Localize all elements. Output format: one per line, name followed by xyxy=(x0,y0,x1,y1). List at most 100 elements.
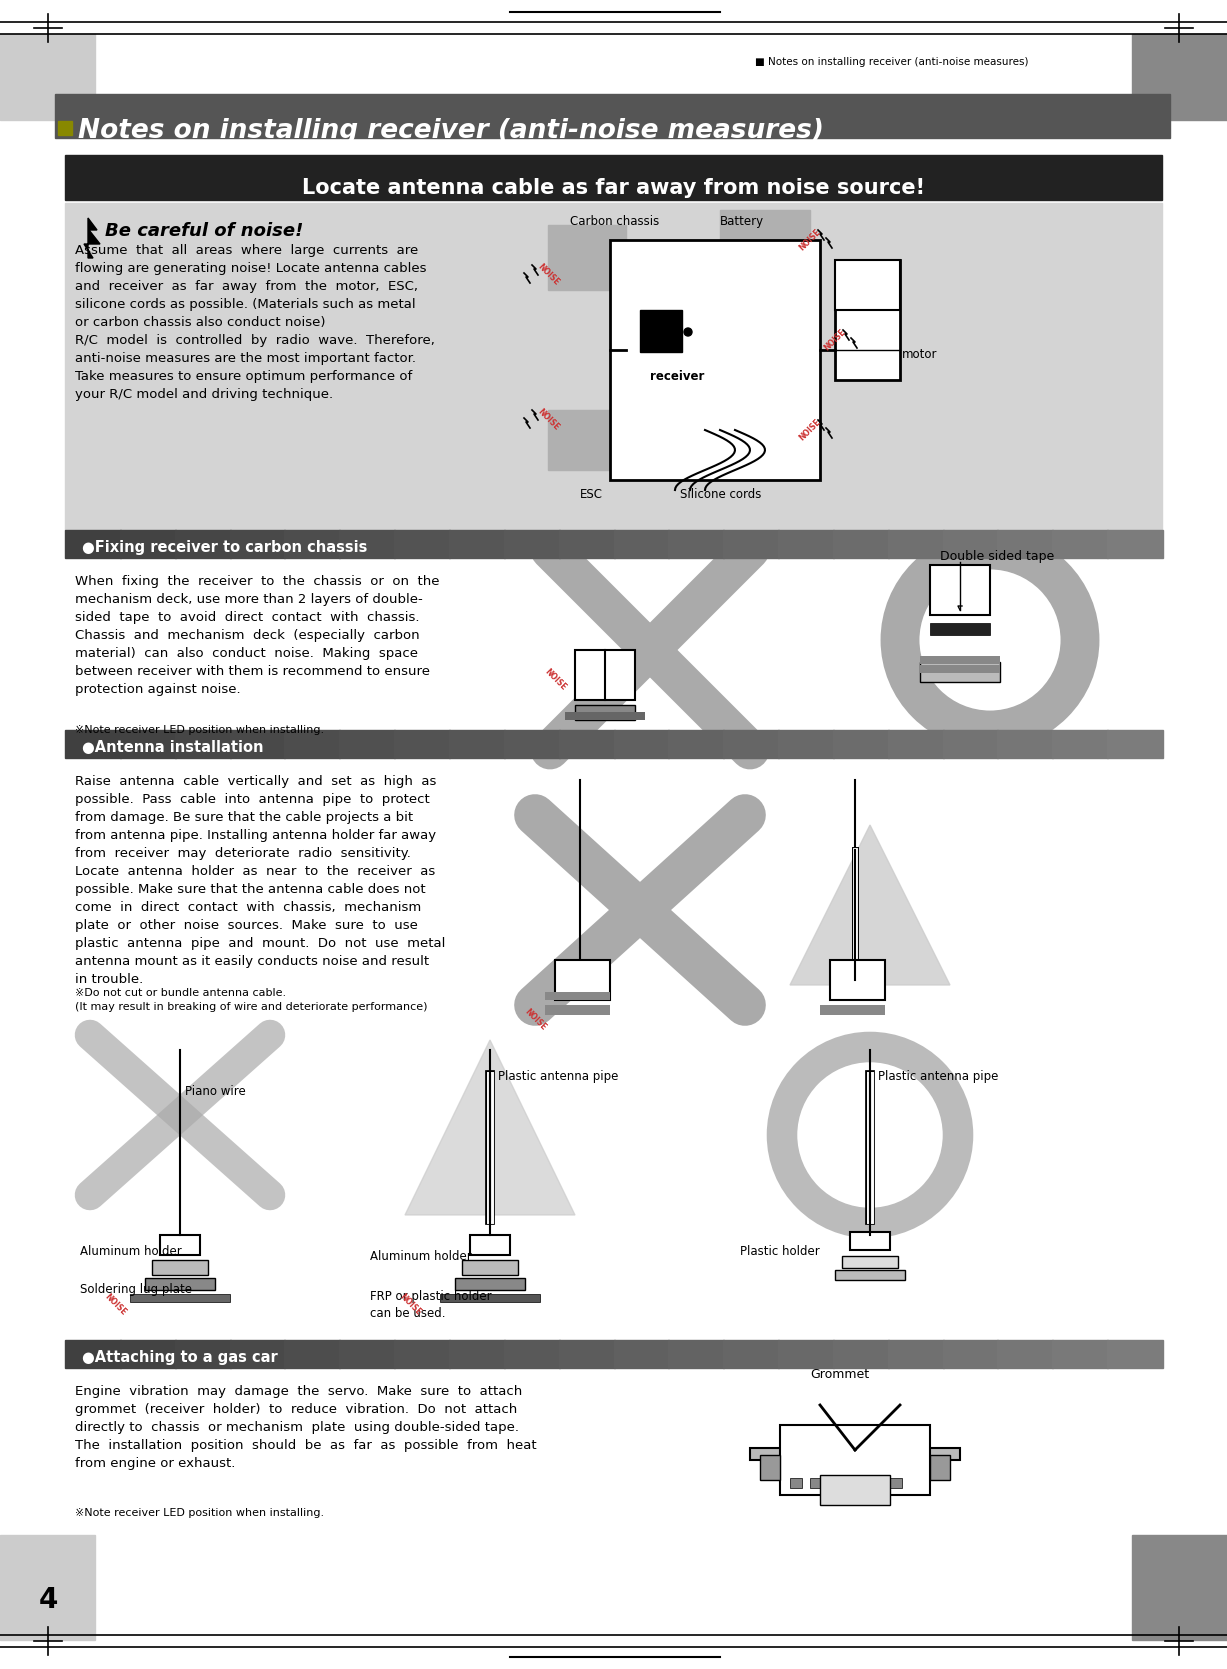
Bar xyxy=(778,729,834,758)
Bar xyxy=(833,1340,888,1369)
Text: Plastic antenna pipe: Plastic antenna pipe xyxy=(879,1070,999,1083)
Bar xyxy=(394,729,450,758)
Bar xyxy=(575,704,636,719)
Bar xyxy=(65,1340,120,1369)
Bar xyxy=(920,663,1000,683)
Bar xyxy=(558,531,615,557)
Bar xyxy=(120,1340,175,1369)
Circle shape xyxy=(805,1519,815,1529)
Text: NOISE: NOISE xyxy=(398,1292,422,1317)
Bar xyxy=(842,1257,898,1268)
Bar xyxy=(174,1340,231,1369)
Bar xyxy=(723,729,779,758)
Bar xyxy=(1133,33,1227,120)
Bar xyxy=(575,649,636,699)
Text: NOISE: NOISE xyxy=(535,407,561,432)
Text: Battery: Battery xyxy=(720,215,764,229)
Bar xyxy=(1053,531,1108,557)
Bar xyxy=(998,1340,1053,1369)
Text: Plastic antenna pipe: Plastic antenna pipe xyxy=(498,1070,618,1083)
Bar xyxy=(780,1425,930,1495)
Bar xyxy=(778,1340,834,1369)
Bar xyxy=(229,531,286,557)
Bar xyxy=(942,531,999,557)
Text: ※Do not cut or bundle antenna cable.: ※Do not cut or bundle antenna cable. xyxy=(75,988,286,998)
Bar xyxy=(640,310,682,352)
Bar xyxy=(558,1340,615,1369)
Text: NOISE: NOISE xyxy=(798,417,822,442)
Bar xyxy=(723,531,779,557)
Text: NOISE: NOISE xyxy=(798,227,822,252)
Bar xyxy=(820,1475,890,1505)
Bar xyxy=(394,531,450,557)
Text: ●Antenna installation: ●Antenna installation xyxy=(82,739,264,754)
Text: Aluminum holder: Aluminum holder xyxy=(371,1250,471,1263)
Text: When  fixing  the  receiver  to  the  chassis  or  on  the
mechanism deck, use m: When fixing the receiver to the chassis … xyxy=(75,576,439,696)
Bar xyxy=(614,1340,670,1369)
Text: NOISE: NOISE xyxy=(523,1008,547,1033)
Bar xyxy=(130,1293,229,1302)
Polygon shape xyxy=(790,824,950,985)
Bar xyxy=(65,729,120,758)
Bar xyxy=(174,531,231,557)
Bar xyxy=(564,713,645,719)
Bar xyxy=(58,120,72,135)
Bar xyxy=(810,1479,822,1489)
Bar xyxy=(836,260,899,310)
Bar xyxy=(152,1260,209,1275)
Text: Be careful of noise!: Be careful of noise! xyxy=(106,222,303,240)
Text: ●Fixing receiver to carbon chassis: ●Fixing receiver to carbon chassis xyxy=(82,541,367,556)
Bar xyxy=(339,531,395,557)
Text: motor: motor xyxy=(902,349,937,362)
Bar xyxy=(440,1293,540,1302)
Bar xyxy=(120,531,175,557)
Text: Raise  antenna  cable  vertically  and  set  as  high  as
possible.  Pass  cable: Raise antenna cable vertically and set a… xyxy=(75,774,445,986)
Bar xyxy=(850,1479,863,1489)
Bar xyxy=(394,1340,450,1369)
Text: NOISE: NOISE xyxy=(535,262,561,287)
Bar xyxy=(723,1340,779,1369)
Text: Piano wire: Piano wire xyxy=(185,1085,245,1098)
Bar xyxy=(229,1340,286,1369)
Bar xyxy=(160,1235,200,1255)
Bar xyxy=(545,991,610,1000)
Bar xyxy=(449,1340,504,1369)
Bar xyxy=(930,566,990,614)
Bar xyxy=(920,664,1000,673)
Bar xyxy=(614,531,670,557)
Bar xyxy=(545,1005,610,1015)
Polygon shape xyxy=(405,1040,575,1215)
Bar xyxy=(614,729,670,758)
Bar xyxy=(829,960,885,1000)
Bar xyxy=(669,729,724,758)
Bar xyxy=(548,411,636,471)
Bar xyxy=(229,729,286,758)
Bar xyxy=(833,729,888,758)
Text: Carbon chassis: Carbon chassis xyxy=(571,215,659,229)
Bar xyxy=(558,729,615,758)
Bar xyxy=(65,531,120,557)
Bar xyxy=(998,531,1053,557)
Bar xyxy=(1107,531,1163,557)
Bar xyxy=(65,204,1162,531)
Text: FRP or plastic holder
can be used.: FRP or plastic holder can be used. xyxy=(371,1290,492,1320)
Bar xyxy=(65,155,1162,200)
Bar xyxy=(920,656,1000,664)
Text: Grommet: Grommet xyxy=(810,1369,869,1380)
Bar xyxy=(145,1278,215,1290)
Bar xyxy=(339,729,395,758)
Text: NOISE: NOISE xyxy=(102,1292,128,1317)
Bar xyxy=(339,1340,395,1369)
Polygon shape xyxy=(83,219,99,259)
Bar xyxy=(555,960,610,1000)
Bar xyxy=(790,1479,802,1489)
Bar xyxy=(890,1479,902,1489)
Bar xyxy=(449,729,504,758)
Text: receiver: receiver xyxy=(650,371,704,382)
Bar xyxy=(888,531,944,557)
Bar xyxy=(1107,729,1163,758)
Circle shape xyxy=(790,1519,800,1529)
Bar xyxy=(870,1479,882,1489)
Bar xyxy=(1053,729,1108,758)
Text: Engine  vibration  may  damage  the  servo.  Make  sure  to  attach
grommet  (re: Engine vibration may damage the servo. M… xyxy=(75,1385,536,1470)
